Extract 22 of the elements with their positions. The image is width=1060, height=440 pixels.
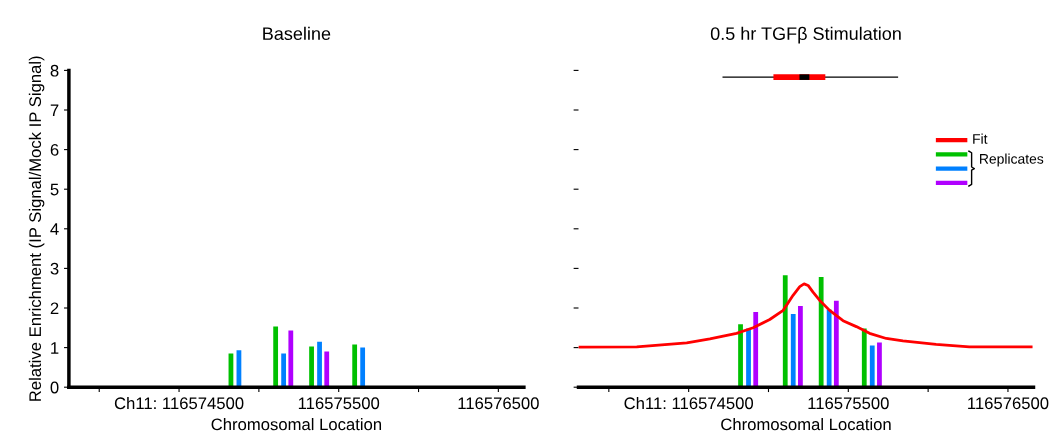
chart-title: 0.5 hr TGFβ Stimulation — [710, 26, 901, 44]
y-tick-label: 6 — [50, 144, 59, 156]
x-tick-label: 116576500 — [458, 397, 539, 410]
y-axis-title: Relative Enrichment (IP Signal/Mock IP Signal) — [28, 56, 45, 401]
x-tick-label: 116575500 — [808, 397, 889, 410]
y-tick-label: 0 — [50, 381, 59, 394]
x-tick-label: 116576500 — [968, 397, 1049, 410]
legend-label: Replicates — [980, 153, 1044, 167]
x-tick-label: Ch11: 116574500 — [624, 396, 754, 410]
legend-label: Fit — [973, 133, 988, 144]
y-tick-label: 5 — [50, 183, 59, 196]
y-tick-label: 1 — [51, 342, 59, 354]
x-tick-label: 116575500 — [298, 397, 380, 410]
y-tick-label: 4 — [50, 223, 59, 235]
y-tick-label: 2 — [50, 302, 59, 315]
x-tick-label: Ch11: 116574500 — [114, 396, 244, 410]
y-tick-label: 7 — [50, 104, 59, 117]
x-axis-title: Chromosomal Location — [721, 418, 891, 431]
y-tick-label: 3 — [50, 262, 59, 275]
chart-title: Baseline — [263, 26, 331, 41]
x-axis-title: Chromosomal Location — [211, 418, 382, 431]
y-tick-label: 8 — [50, 64, 59, 77]
